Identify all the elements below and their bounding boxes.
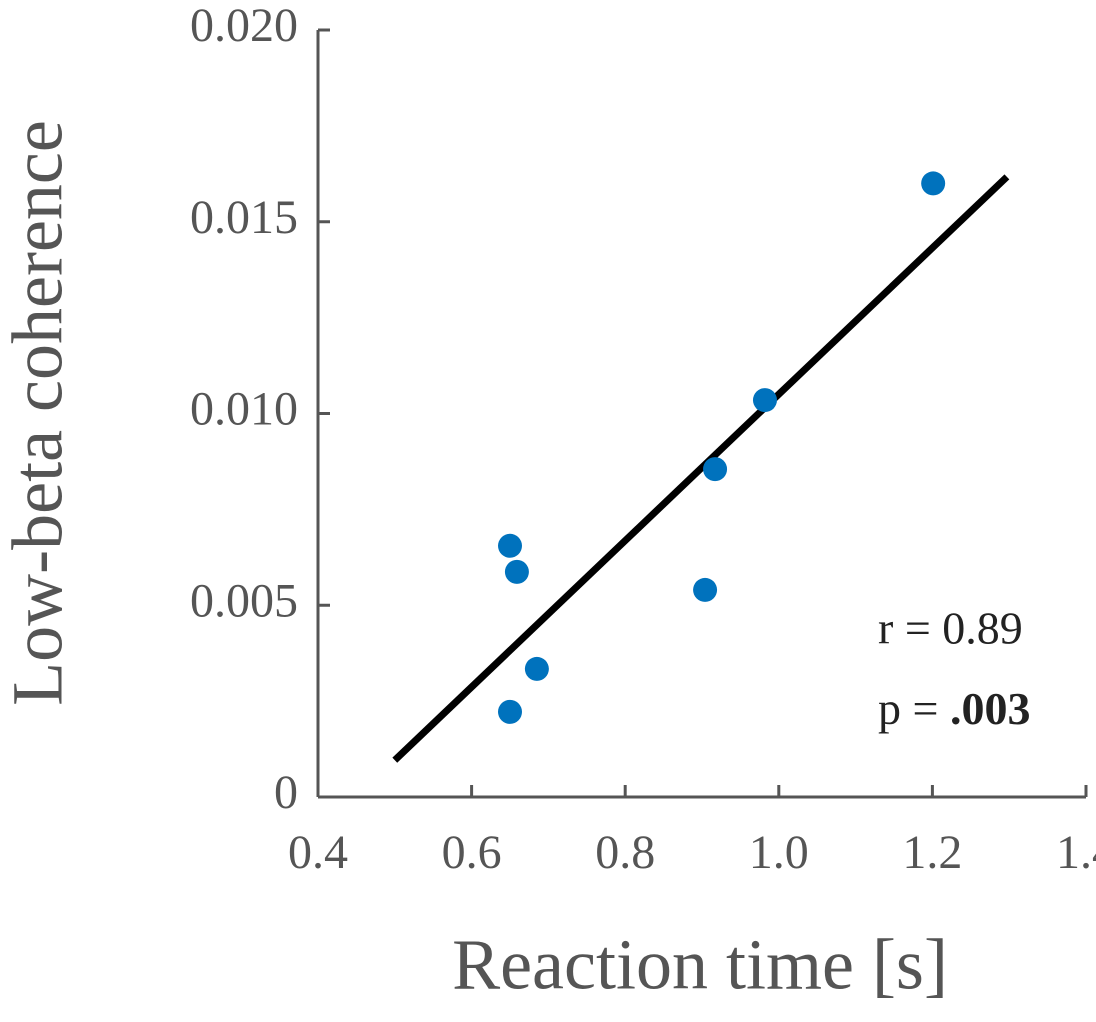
y-tick-label: 0.015 xyxy=(190,191,298,244)
point xyxy=(703,457,728,482)
x-tick-label: 0.8 xyxy=(595,826,655,879)
r-annotation: r = 0.89 xyxy=(878,603,1023,654)
fit-line xyxy=(392,174,1010,763)
y-tick-label: 0.010 xyxy=(190,383,298,436)
p-annotation: p = .003 xyxy=(878,683,1030,734)
x-tick-label: 1.4 xyxy=(1056,826,1096,879)
point xyxy=(921,171,946,196)
point xyxy=(693,577,718,602)
y-tick-label: 0 xyxy=(274,766,298,819)
x-axis-label: Reaction time [s] xyxy=(452,925,948,1005)
x-tick-label: 0.6 xyxy=(442,826,502,879)
point xyxy=(524,656,549,681)
x-tick-label: 1.0 xyxy=(749,826,809,879)
point xyxy=(498,699,522,724)
p-label: p = xyxy=(878,683,950,734)
x-tick-label: 0.4 xyxy=(288,826,348,879)
point xyxy=(752,388,777,413)
p-value: .003 xyxy=(950,683,1031,734)
x-tick-label: 1.2 xyxy=(902,826,962,879)
point xyxy=(498,533,522,558)
y-axis-label: Low-beta coherence xyxy=(0,120,78,706)
y-tick-label: 0.020 xyxy=(190,0,298,52)
y-tick-label: 0.005 xyxy=(190,574,298,627)
point xyxy=(504,559,529,584)
